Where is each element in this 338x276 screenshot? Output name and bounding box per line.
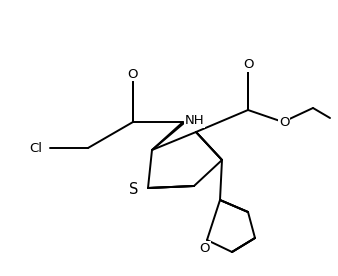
Text: O: O	[279, 116, 289, 129]
Text: O: O	[200, 242, 210, 254]
Text: S: S	[129, 182, 139, 198]
Text: O: O	[128, 68, 138, 81]
Text: NH: NH	[185, 115, 204, 128]
Text: O: O	[243, 59, 253, 71]
Text: Cl: Cl	[29, 142, 42, 155]
